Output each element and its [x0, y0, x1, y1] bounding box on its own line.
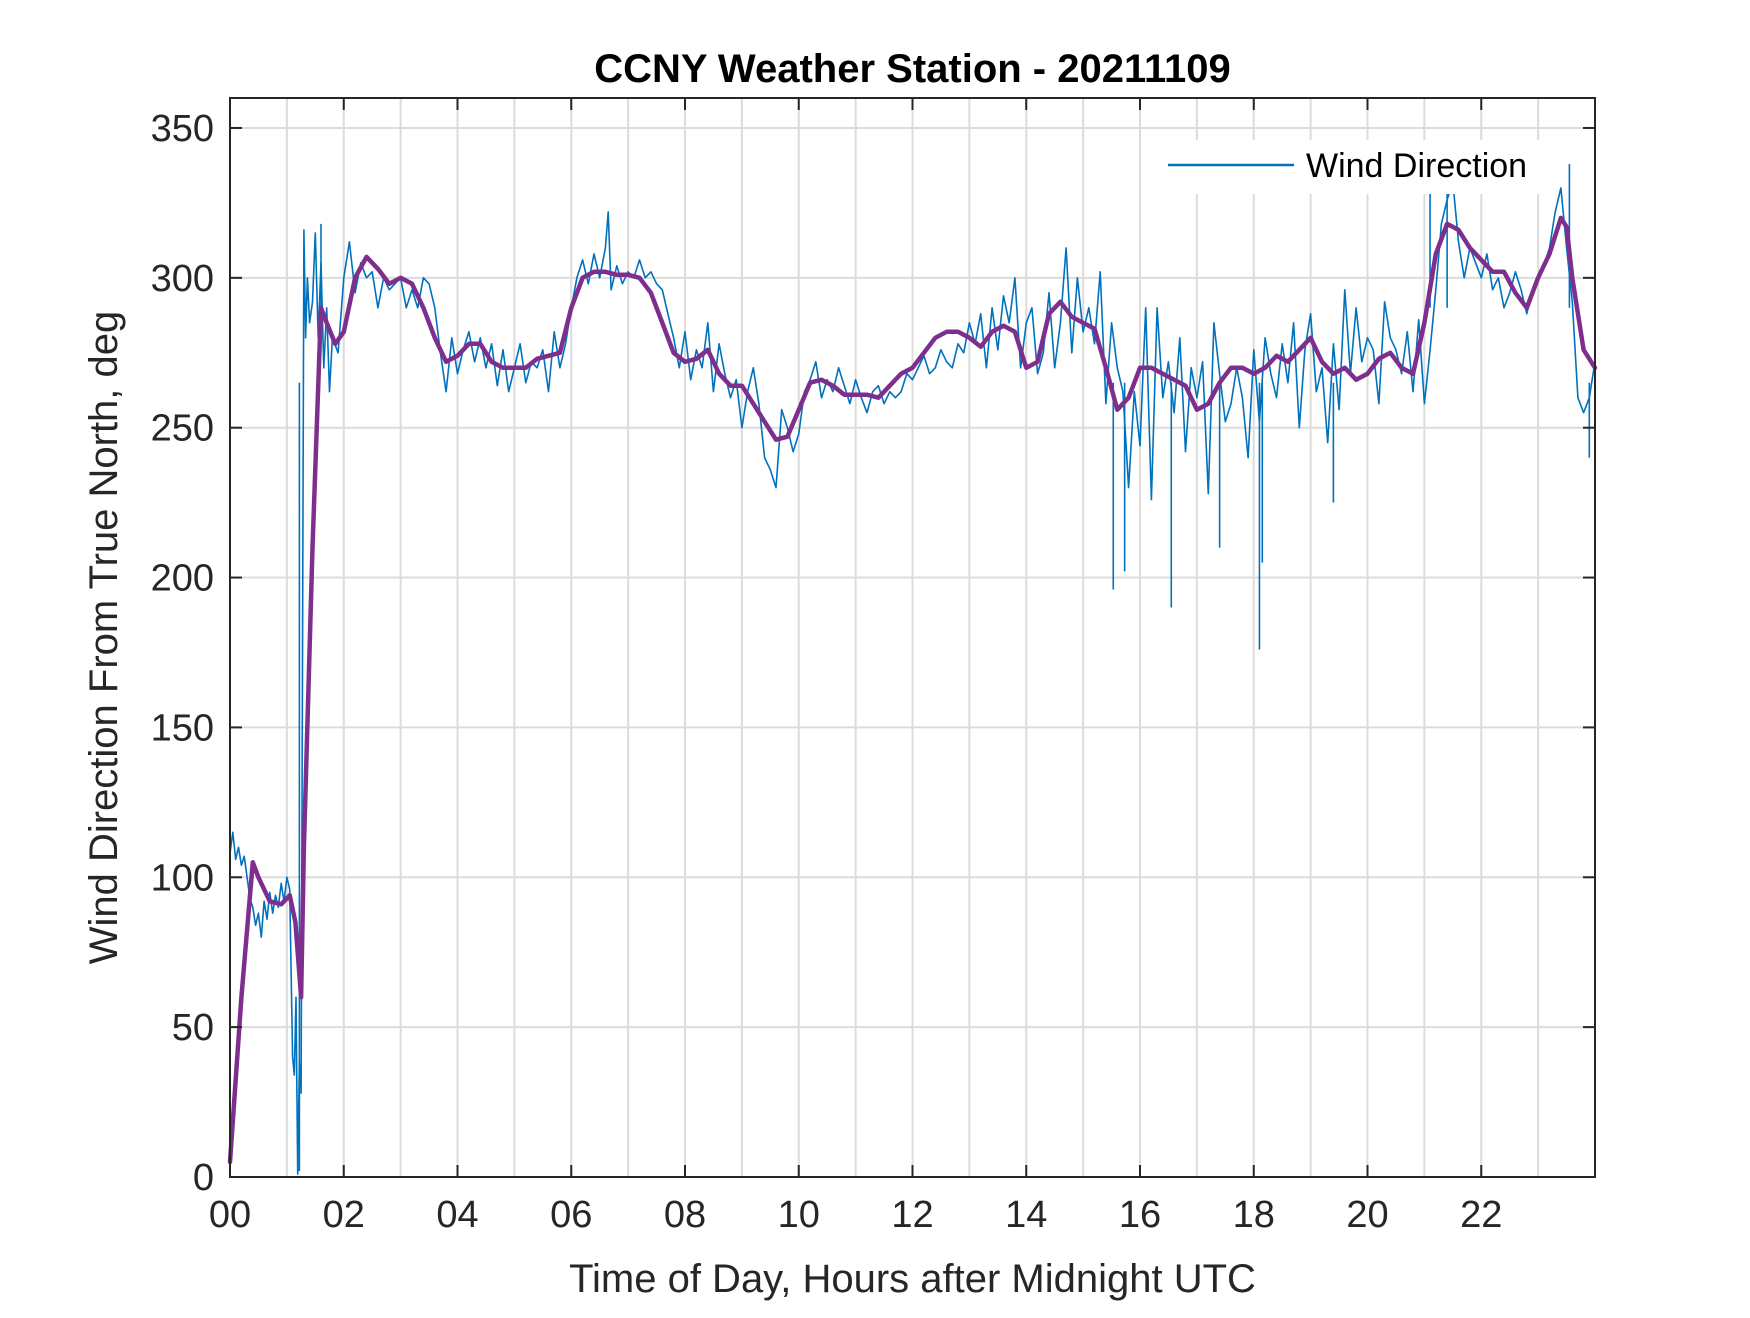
x-tick-label: 04	[436, 1194, 478, 1236]
y-tick-label: 250	[151, 408, 214, 450]
y-tick-label: 50	[172, 1007, 214, 1049]
x-tick-label: 00	[209, 1194, 251, 1236]
x-tick-label: 12	[891, 1194, 933, 1236]
x-tick-label: 20	[1346, 1194, 1388, 1236]
y-tick-label: 0	[193, 1157, 214, 1199]
series-layer	[227, 157, 1598, 1175]
legend-label-wind-direction: Wind Direction	[1306, 147, 1527, 185]
y-tick-label: 150	[151, 707, 214, 749]
y-tick-label: 350	[151, 108, 214, 150]
ticks: 00 02 04 06 08 10 12 14 16 18 20 22 0 50 100 150 200 250 3…	[151, 98, 1595, 1236]
legend: Wind Direction	[1160, 140, 1555, 194]
x-tick-label: 10	[778, 1194, 820, 1236]
grid	[230, 98, 1595, 1177]
x-tick-label: 06	[550, 1194, 592, 1236]
x-tick-label: 14	[1005, 1194, 1047, 1236]
series-line-smoothed	[227, 215, 1598, 1165]
y-tick-label: 200	[151, 558, 214, 600]
x-tick-label: 16	[1119, 1194, 1161, 1236]
x-tick-label: 02	[323, 1194, 365, 1236]
y-axis-label: Wind Direction From True North, deg	[82, 311, 126, 965]
x-tick-label: 18	[1233, 1194, 1275, 1236]
x-axis-label: Time of Day, Hours after Midnight UTC	[569, 1257, 1256, 1301]
legend-box	[1160, 140, 1555, 194]
y-tick-label: 100	[151, 857, 214, 899]
chart-title: CCNY Weather Station - 20211109	[594, 47, 1231, 91]
x-tick-label: 22	[1460, 1194, 1502, 1236]
y-tick-label: 300	[151, 258, 214, 300]
x-tick-label: 08	[664, 1194, 706, 1236]
